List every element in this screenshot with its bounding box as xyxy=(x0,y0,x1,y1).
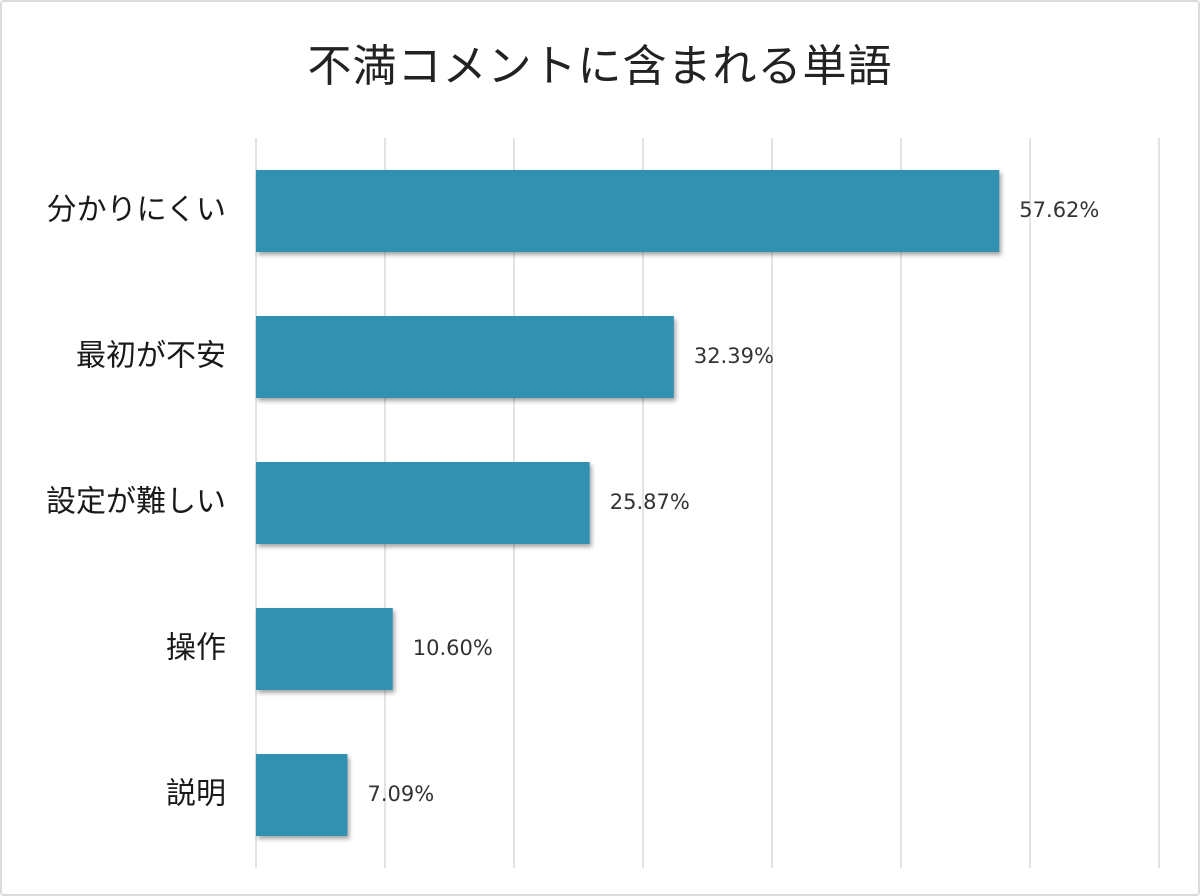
data-label: 32.39% xyxy=(694,344,774,368)
category-label: 最初が不安 xyxy=(76,339,226,374)
category-label: 分かりにくい xyxy=(47,193,226,228)
chart-title: 不満コメントに含まれる単語 xyxy=(307,41,893,92)
data-label: 25.87% xyxy=(610,490,690,514)
category-label: 説明 xyxy=(166,777,226,812)
data-label: 10.60% xyxy=(413,636,493,660)
labels: 分かりにくい 57.62% 最初が不安 32.39% 設定が難しい 25.87% 操作 10.… xyxy=(46,193,1099,812)
bars xyxy=(256,170,1000,836)
bar xyxy=(256,170,1000,252)
bar xyxy=(256,754,348,836)
bar xyxy=(256,462,590,544)
category-label: 操作 xyxy=(166,631,226,666)
category-label: 設定が難しい xyxy=(46,485,226,520)
bar xyxy=(256,316,674,398)
data-label: 57.62% xyxy=(1019,198,1099,222)
bar xyxy=(256,608,393,690)
data-label: 7.09% xyxy=(367,782,434,806)
